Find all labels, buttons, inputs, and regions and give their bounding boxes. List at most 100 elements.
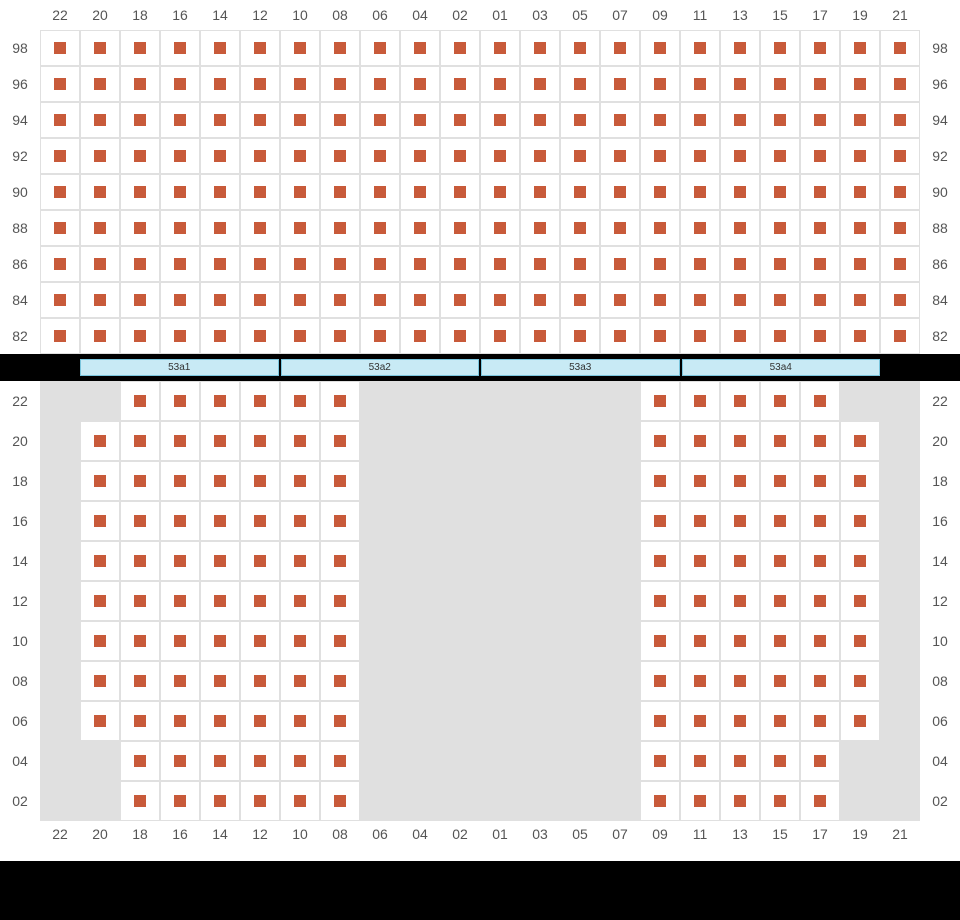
seat-cell[interactable] [80, 138, 120, 174]
seat-cell[interactable] [280, 421, 320, 461]
seat-cell[interactable] [880, 174, 920, 210]
seat-cell[interactable] [800, 781, 840, 821]
seat-cell[interactable] [80, 102, 120, 138]
seat-cell[interactable] [760, 381, 800, 421]
seat-cell[interactable] [200, 781, 240, 821]
seat-cell[interactable] [560, 174, 600, 210]
seat-cell[interactable] [680, 174, 720, 210]
seat-cell[interactable] [200, 30, 240, 66]
seat-cell[interactable] [80, 246, 120, 282]
seat-cell[interactable] [840, 501, 880, 541]
seat-cell[interactable] [200, 581, 240, 621]
seat-cell[interactable] [640, 174, 680, 210]
seat-cell[interactable] [360, 210, 400, 246]
seat-cell[interactable] [40, 318, 80, 354]
seat-cell[interactable] [80, 282, 120, 318]
seat-cell[interactable] [640, 381, 680, 421]
seat-cell[interactable] [200, 701, 240, 741]
seat-cell[interactable] [440, 138, 480, 174]
seat-cell[interactable] [360, 174, 400, 210]
seat-cell[interactable] [720, 541, 760, 581]
seat-cell[interactable] [360, 66, 400, 102]
seat-cell[interactable] [280, 661, 320, 701]
seat-cell[interactable] [80, 30, 120, 66]
seat-cell[interactable] [840, 421, 880, 461]
seat-cell[interactable] [680, 461, 720, 501]
seat-cell[interactable] [80, 318, 120, 354]
seat-cell[interactable] [560, 138, 600, 174]
seat-cell[interactable] [80, 541, 120, 581]
seat-cell[interactable] [760, 621, 800, 661]
seat-cell[interactable] [480, 102, 520, 138]
seat-cell[interactable] [720, 781, 760, 821]
seat-cell[interactable] [320, 781, 360, 821]
seat-cell[interactable] [800, 174, 840, 210]
seat-cell[interactable] [720, 102, 760, 138]
seat-cell[interactable] [200, 421, 240, 461]
seat-cell[interactable] [280, 621, 320, 661]
seat-cell[interactable] [680, 661, 720, 701]
seat-cell[interactable] [200, 381, 240, 421]
seat-cell[interactable] [760, 541, 800, 581]
seat-cell[interactable] [160, 501, 200, 541]
seat-cell[interactable] [760, 461, 800, 501]
seat-cell[interactable] [760, 501, 800, 541]
seat-cell[interactable] [840, 246, 880, 282]
seat-cell[interactable] [640, 741, 680, 781]
seat-cell[interactable] [720, 461, 760, 501]
seat-cell[interactable] [160, 210, 200, 246]
seat-cell[interactable] [680, 621, 720, 661]
seat-cell[interactable] [160, 741, 200, 781]
seat-cell[interactable] [720, 66, 760, 102]
seat-cell[interactable] [280, 30, 320, 66]
seat-cell[interactable] [520, 102, 560, 138]
seat-cell[interactable] [640, 318, 680, 354]
seat-cell[interactable] [80, 501, 120, 541]
seat-cell[interactable] [760, 30, 800, 66]
seat-cell[interactable] [80, 174, 120, 210]
seat-cell[interactable] [80, 581, 120, 621]
seat-cell[interactable] [720, 30, 760, 66]
seat-cell[interactable] [560, 246, 600, 282]
seat-cell[interactable] [880, 318, 920, 354]
seat-cell[interactable] [880, 210, 920, 246]
seat-cell[interactable] [120, 246, 160, 282]
seat-cell[interactable] [280, 246, 320, 282]
seat-cell[interactable] [200, 541, 240, 581]
seat-cell[interactable] [760, 318, 800, 354]
seat-cell[interactable] [720, 661, 760, 701]
seat-cell[interactable] [160, 318, 200, 354]
seat-cell[interactable] [280, 461, 320, 501]
seat-cell[interactable] [320, 581, 360, 621]
seat-cell[interactable] [120, 701, 160, 741]
seat-cell[interactable] [160, 282, 200, 318]
seat-cell[interactable] [320, 381, 360, 421]
seat-cell[interactable] [200, 741, 240, 781]
seat-cell[interactable] [120, 102, 160, 138]
seat-cell[interactable] [760, 741, 800, 781]
seat-cell[interactable] [120, 381, 160, 421]
seat-cell[interactable] [200, 282, 240, 318]
seat-cell[interactable] [320, 282, 360, 318]
seat-cell[interactable] [120, 541, 160, 581]
seat-cell[interactable] [200, 461, 240, 501]
seat-cell[interactable] [200, 318, 240, 354]
seat-cell[interactable] [160, 381, 200, 421]
seat-cell[interactable] [160, 138, 200, 174]
seat-cell[interactable] [840, 282, 880, 318]
seat-cell[interactable] [320, 741, 360, 781]
seat-cell[interactable] [160, 66, 200, 102]
seat-cell[interactable] [280, 138, 320, 174]
seat-cell[interactable] [760, 781, 800, 821]
seat-cell[interactable] [240, 210, 280, 246]
section-label[interactable]: 53a3 [481, 359, 680, 376]
seat-cell[interactable] [680, 282, 720, 318]
seat-cell[interactable] [840, 541, 880, 581]
seat-cell[interactable] [360, 246, 400, 282]
seat-cell[interactable] [320, 30, 360, 66]
seat-cell[interactable] [360, 102, 400, 138]
seat-cell[interactable] [320, 102, 360, 138]
seat-cell[interactable] [400, 30, 440, 66]
seat-cell[interactable] [120, 461, 160, 501]
seat-cell[interactable] [240, 282, 280, 318]
